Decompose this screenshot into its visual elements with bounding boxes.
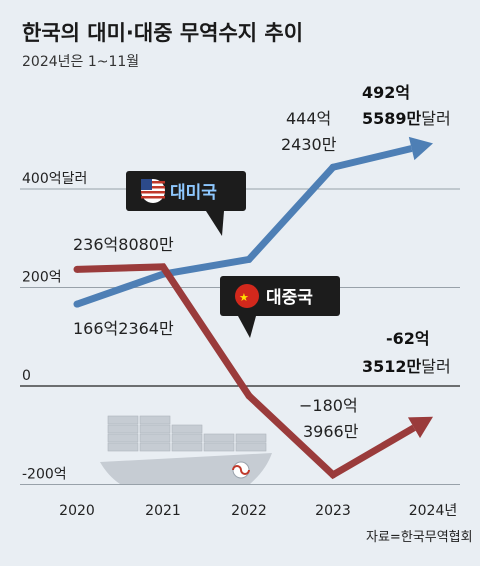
data-point xyxy=(73,265,81,273)
y-tick-label: 0 xyxy=(22,368,31,384)
ship-container xyxy=(107,442,139,452)
ship-container xyxy=(139,433,171,443)
ship-container xyxy=(203,433,235,443)
annotation-cn-2024-amount: 3512만 xyxy=(362,357,422,376)
annotation-us-2024-line1: 492억 xyxy=(362,83,410,102)
ship-container xyxy=(171,424,203,434)
x-tick-label: 2021 xyxy=(145,503,181,519)
data-point xyxy=(159,263,167,271)
series-layer xyxy=(73,136,433,480)
annotation-us-2024-amount: 5589만 xyxy=(362,109,422,128)
ship-container xyxy=(107,424,139,434)
ship-containers xyxy=(107,415,267,452)
x-tick-label: 2020 xyxy=(59,503,95,519)
y-tick-label: -200억 xyxy=(22,467,67,483)
legend-badge-us-pointer xyxy=(206,211,224,236)
us-flag-icon xyxy=(141,179,165,203)
annotation-us-2024-unit: 달러 xyxy=(421,109,450,128)
annotation-cn-2023-line2: 3966만 xyxy=(303,422,359,441)
annotation-cn-2024-line1: -62억 xyxy=(386,329,430,348)
legend-badge-china-label: 대중국 xyxy=(266,288,313,308)
ship-container xyxy=(139,415,171,425)
ship-container xyxy=(107,415,139,425)
ship-container xyxy=(139,424,171,434)
ship-container xyxy=(235,442,267,452)
source-note: 자료=한국무역협회 xyxy=(366,530,473,545)
legend-badge-china-pointer xyxy=(238,316,256,338)
svg-text:★: ★ xyxy=(239,291,249,304)
legend-badge-us: 대미국 xyxy=(126,171,246,236)
ship-container xyxy=(235,433,267,443)
annotation-cn-2024-line2: 3512만달러 xyxy=(362,357,451,376)
annotation-cn-2020: 236억8080만 xyxy=(73,235,174,254)
x-tick-label: 2023 xyxy=(315,503,351,519)
annotation-us-2020: 166억2364만 xyxy=(73,319,174,338)
annotation-cn-2023-line1: −180억 xyxy=(299,396,358,415)
ship-container xyxy=(171,433,203,443)
annotation-cn-2024-unit: 달러 xyxy=(421,357,450,376)
china-flag-icon: ★ xyxy=(235,284,259,308)
korea-flag-taeguk-icon xyxy=(232,465,250,475)
ship-container xyxy=(139,442,171,452)
y-tick-label: 400억달러 xyxy=(22,171,87,187)
data-point xyxy=(73,300,81,308)
chart-subtitle: 2024년은 1~11월 xyxy=(22,54,139,70)
ship-container xyxy=(203,442,235,452)
data-point xyxy=(245,392,253,400)
ship-container xyxy=(107,433,139,443)
x-tick-label: 2022 xyxy=(231,503,267,519)
legend-badge-us-label: 대미국 xyxy=(170,183,217,203)
ship-container xyxy=(171,442,203,452)
x-axis-labels: 2020 2021 2022 2023 2024년 xyxy=(59,503,457,519)
series-arrowhead-0 xyxy=(408,136,433,161)
x-tick-label: 2024년 xyxy=(409,503,458,519)
annotation-us-2023-line1: 444억 xyxy=(286,109,331,128)
ship-hull xyxy=(100,453,272,484)
chart-title: 한국의 대미·대중 무역수지 추이 xyxy=(22,21,303,45)
data-point xyxy=(329,471,337,479)
series-arrowhead-1 xyxy=(407,416,433,439)
y-tick-label: 200억 xyxy=(22,270,62,286)
annotation-us-2023-line2: 2430만 xyxy=(281,135,337,154)
cargo-ship-illustration xyxy=(100,415,272,484)
data-point xyxy=(329,163,337,171)
legend-badge-china: ★ 대중국 xyxy=(220,276,340,338)
annotation-us-2024-line2: 5589만달러 xyxy=(362,109,451,128)
data-point xyxy=(245,255,253,263)
y-axis-labels: 400억달러 200억 0 -200억 xyxy=(22,171,87,483)
